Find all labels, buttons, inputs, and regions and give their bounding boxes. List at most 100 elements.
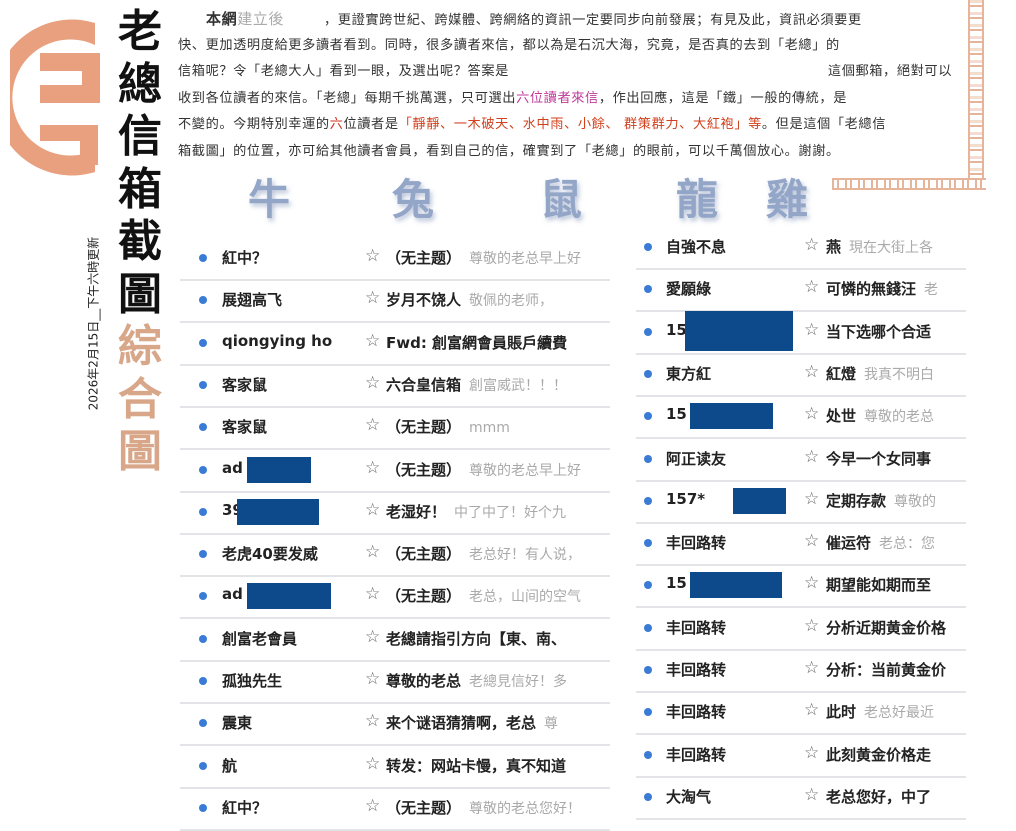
email-subject: 转发：网站卡慢，真不知道: [386, 755, 574, 776]
star-icon[interactable]: ☆: [804, 658, 820, 678]
star-icon[interactable]: ☆: [804, 235, 820, 255]
email-row[interactable]: 丰回路转 ☆ 催运符 老总：您: [636, 522, 966, 567]
email-subject: 分析：当前黄金价: [826, 659, 954, 680]
email-preview: 創富威武！！！: [469, 377, 568, 394]
email-subject: 处世 尊敬的老总: [826, 405, 934, 426]
unread-dot-icon: [644, 454, 652, 463]
star-icon[interactable]: ☆: [365, 626, 381, 647]
star-icon[interactable]: ☆: [365, 288, 381, 309]
sender-name: 創富老會員: [222, 629, 298, 648]
star-icon[interactable]: ☆: [365, 542, 381, 563]
star-icon[interactable]: ☆: [365, 246, 381, 266]
star-icon[interactable]: ☆: [804, 361, 820, 382]
intro-segment: ，作出回應，這是「鐵」一般的傳統，是: [598, 90, 848, 106]
email-row[interactable]: 15 ☆ 期望能如期而至: [636, 564, 966, 609]
email-subject: 当下选哪个合适: [826, 321, 939, 342]
intro-segment: 六: [329, 117, 344, 132]
star-icon[interactable]: ☆: [804, 531, 820, 552]
unread-dot-icon: [199, 296, 207, 305]
subject-text: 可憐的無錢汪: [826, 280, 917, 299]
sender-name: 15: [666, 574, 687, 593]
intro-lead: 本網: [206, 10, 238, 28]
intro-segment: 六位讀者來信: [516, 90, 599, 106]
email-row[interactable]: 東方紅 ☆ 紅燈 我真不明白: [636, 353, 966, 397]
star-icon[interactable]: ☆: [365, 499, 381, 520]
email-row[interactable]: 客家鼠 ☆ 六合皇信箱 創富威武！！！: [180, 364, 610, 408]
subject-text: 尊敬的老总: [386, 672, 462, 690]
email-row[interactable]: 老虎40要发威 ☆ （无主题） 老总好！有人说，: [180, 533, 610, 578]
email-row[interactable]: ad ☆ （无主题） 老总，山间的空气: [180, 575, 610, 620]
subject-text: （无主题）: [386, 587, 462, 606]
star-icon[interactable]: ☆: [365, 584, 381, 605]
sender-name: 自強不息: [666, 238, 727, 256]
star-icon[interactable]: ☆: [365, 711, 381, 732]
email-row[interactable]: qiongying ho ☆ Fwd: 創富網會員賬戶續費: [180, 322, 610, 366]
email-row[interactable]: 紅中？ ☆ （无主题） 尊敬的老总早上好: [180, 237, 610, 281]
email-row[interactable]: 阿正读友 ☆ 今早一个女同事: [636, 438, 966, 482]
star-icon[interactable]: ☆: [804, 742, 820, 763]
redaction-box: [733, 487, 786, 514]
email-row[interactable]: 創富老會員 ☆ 老總請指引方向【東、南、: [180, 618, 610, 662]
email-row[interactable]: 展翅高飞 ☆ 岁月不饶人 敬佩的老师，: [180, 279, 610, 324]
email-row[interactable]: 震東 ☆ 来个谜语猜猜啊，老总尊: [180, 702, 610, 747]
email-preview: 尊敬的老总早上好: [469, 462, 582, 479]
email-subject: 期望能如期而至: [826, 574, 939, 595]
subject-text: Fwd: 創富網會員賬戶續費: [386, 333, 568, 352]
email-row[interactable]: 15 ☆ 处世 尊敬的老总: [636, 395, 966, 440]
star-icon[interactable]: ☆: [365, 669, 381, 689]
star-icon[interactable]: ☆: [365, 330, 381, 351]
email-preview: mmm: [469, 420, 510, 437]
star-icon[interactable]: ☆: [365, 795, 381, 816]
unread-dot-icon: [644, 623, 652, 632]
email-row[interactable]: 丰回路转 ☆ 分析：当前黄金价: [636, 649, 966, 693]
title-char: 箱: [118, 163, 162, 215]
star-icon[interactable]: ☆: [804, 784, 820, 805]
intro-segment: 信箱呢？令「老總大人」看到一眼，及選出呢？答案是: [178, 64, 509, 79]
email-row[interactable]: 紅中？ ☆ （无主题） 尊敬的老总您好！: [180, 787, 610, 831]
star-icon[interactable]: ☆: [804, 700, 820, 721]
sender-name: 丰回路转: [666, 534, 727, 553]
star-icon[interactable]: ☆: [804, 277, 820, 298]
email-preview: 老總見信好！多: [469, 674, 568, 690]
email-subject: Fwd: 創富網會員賬戶續費: [386, 332, 575, 353]
email-preview: 中了中了！好个九: [454, 504, 567, 521]
email-row[interactable]: 157* ☆ 定期存款 尊敬的: [636, 480, 966, 524]
intro-line: 快、更加透明度給更多讀者看到。同時，很多讀者來信，都以為是石沉大海，究竟，是否真…: [178, 33, 958, 60]
subject-text: 老總請指引方向【東、南、: [386, 629, 567, 648]
star-icon[interactable]: ☆: [804, 488, 820, 509]
subject-text: 处世: [826, 407, 857, 426]
email-row[interactable]: 39 ☆ 老湿好！ 中了中了！好个九: [180, 491, 610, 535]
star-icon[interactable]: ☆: [804, 319, 820, 340]
star-icon[interactable]: ☆: [804, 615, 820, 636]
title-char: 總: [118, 58, 162, 110]
email-row[interactable]: 客家鼠 ☆ （无主题） mmm: [180, 406, 610, 451]
email-row[interactable]: ad ☆ （无主题） 尊敬的老总早上好: [180, 449, 610, 493]
sender-name: 丰回路转: [666, 745, 727, 764]
email-preview: 我真不明白: [864, 366, 935, 383]
email-subject: 分析近期黄金价格: [826, 617, 954, 638]
email-row[interactable]: 丰回路转 ☆ 此时 老总好最近: [636, 691, 966, 736]
subject-text: 期望能如期而至: [826, 576, 932, 595]
subject-text: 当下选哪个合适: [826, 322, 932, 341]
sender-name: 15: [666, 320, 687, 339]
subject-text: 老湿好！: [386, 502, 447, 521]
star-icon[interactable]: ☆: [365, 753, 381, 774]
email-row[interactable]: 丰回路转 ☆ 分析近期黄金价格: [636, 607, 966, 651]
email-row[interactable]: 丰回路转 ☆ 此刻黄金价格走: [636, 734, 966, 778]
zodiac-char: 兔: [392, 175, 435, 224]
email-row[interactable]: 航 ☆ 转发：网站卡慢，真不知道: [180, 745, 610, 789]
email-row[interactable]: 15 ☆ 当下选哪个合适: [636, 310, 966, 355]
star-icon[interactable]: ☆: [804, 573, 820, 594]
subject-text: 分析：当前黄金价: [826, 661, 947, 679]
star-icon[interactable]: ☆: [804, 404, 820, 425]
email-row[interactable]: 大淘气 ☆ 老总您好，中了: [636, 776, 966, 820]
star-icon[interactable]: ☆: [365, 415, 381, 436]
intro-line-right: 這個郵箱，絕對可以: [827, 64, 952, 79]
intro-segment: 。但是這個「老總信: [761, 117, 886, 132]
star-icon[interactable]: ☆: [365, 372, 381, 393]
email-row[interactable]: 自強不息 ☆ 燕現在大街上各: [636, 226, 966, 270]
star-icon[interactable]: ☆: [804, 446, 820, 467]
star-icon[interactable]: ☆: [365, 457, 381, 478]
email-row[interactable]: 孤独先生 ☆ 尊敬的老总 老總見信好！多: [180, 660, 610, 704]
email-row[interactable]: 愛願綠 ☆ 可憐的無錢汪老: [636, 268, 966, 313]
